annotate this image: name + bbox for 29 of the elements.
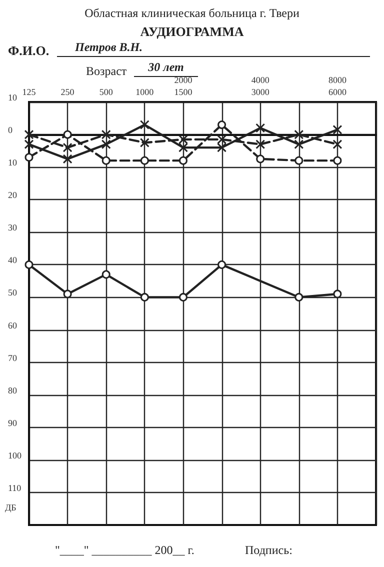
chart-subtitle: Областная клиническая больница г. Твери [84, 6, 300, 21]
y-tick-label: 30 [8, 222, 18, 233]
chart-title: АУДИОГРАММА [139, 24, 245, 40]
y-tick-label: 40 [8, 255, 18, 266]
text: Ф.И.О. [8, 43, 50, 59]
x-tick-label: 500 [99, 87, 114, 97]
x-tick-label: 2000 1500 [174, 75, 193, 97]
text: Петров В.Н. [57, 40, 370, 57]
y-tick-label: 90 [8, 418, 18, 428]
y-tick-label: 110 [8, 482, 22, 493]
y-tick-label: 20 [8, 190, 18, 200]
y-tick-label: 80 [8, 385, 18, 396]
y-tick-label: 10 [8, 158, 18, 168]
y-tick-label: 100 [8, 450, 22, 460]
x-tick-label: 1000 [136, 87, 154, 97]
y-tick-label: 50 [8, 288, 18, 298]
text: "____" __________ 200__ г. [55, 543, 194, 558]
text: 30 лет [148, 60, 184, 74]
y-tick-label: 0 [8, 125, 13, 136]
y-tick-label: 70 [8, 352, 18, 363]
text: Подпись: [245, 543, 292, 558]
x-tick-label: 8000 6000 [328, 75, 347, 97]
y-axis-title: ДБ [5, 502, 16, 512]
x-tick-label: 125 [22, 87, 36, 97]
y-tick-label: 60 [8, 320, 18, 330]
y-tick-label: 10 [8, 92, 18, 102]
x-tick-label: 250 [60, 87, 75, 97]
text: Возраст [86, 64, 127, 79]
x-tick-label: 4000 3000 [251, 75, 270, 97]
